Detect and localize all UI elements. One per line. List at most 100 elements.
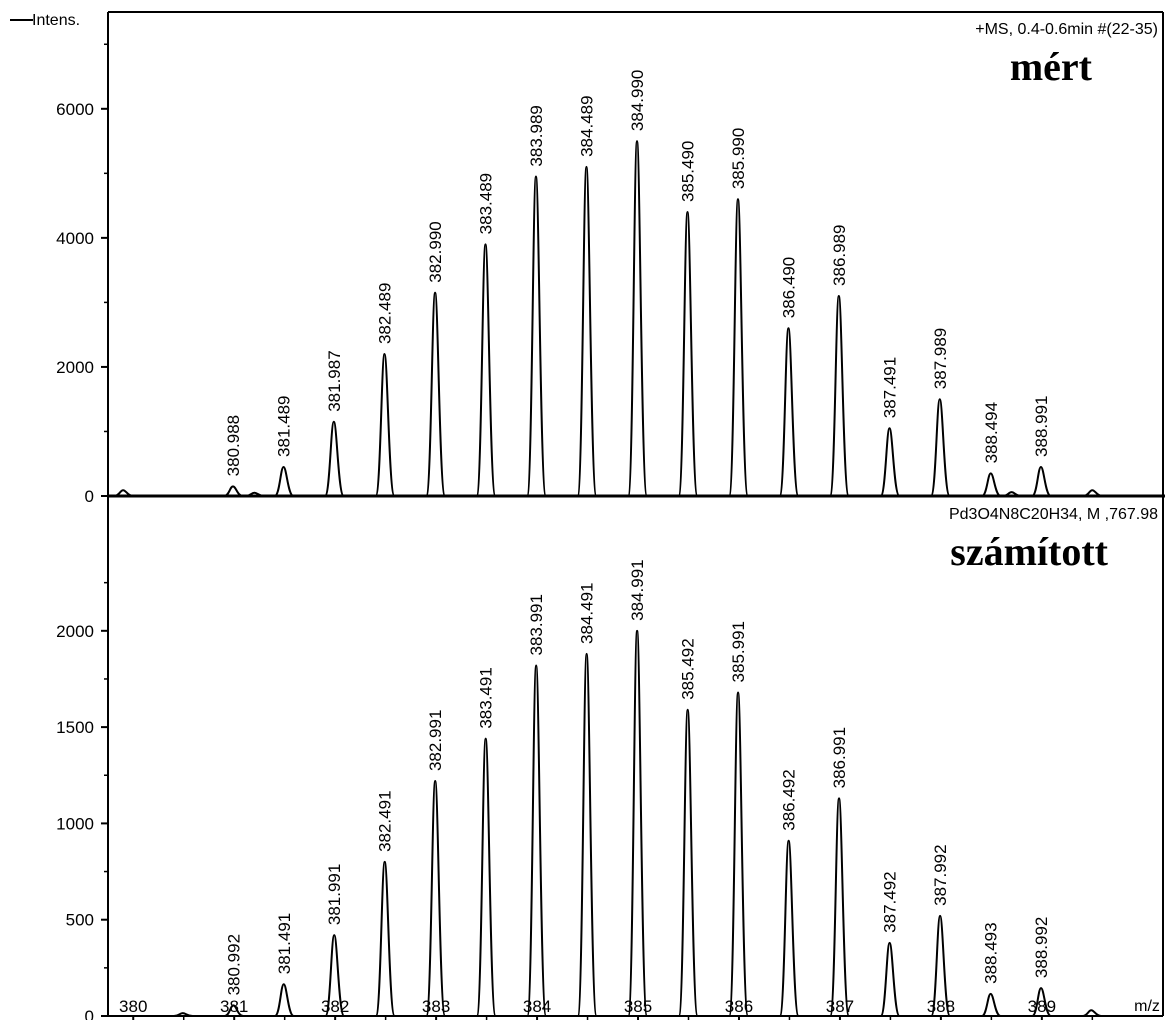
- calculated-peak-label: 384.991: [628, 559, 647, 620]
- calculated-peak: [475, 737, 497, 1017]
- measured-y-tick-label: 2000: [56, 358, 94, 377]
- measured-peak: [677, 211, 699, 497]
- x-tick-label: 380: [119, 997, 147, 1016]
- calculated-peak-label: 387.492: [881, 871, 900, 932]
- calculated-peak-label: 381.991: [325, 864, 344, 925]
- calculated-peak: [677, 708, 699, 1017]
- measured-minor-peak: [114, 489, 134, 497]
- measured-spectrum-panel: 0 2000 4000 6000 380.988 381.489 381.987 382.48…: [56, 43, 1163, 506]
- y-axis-label: Intens.: [32, 12, 80, 29]
- measured-peak: [425, 291, 446, 497]
- measured-peak: [374, 353, 396, 497]
- measured-peak: [627, 140, 648, 497]
- measured-peak-label: 384.489: [577, 95, 596, 156]
- measured-minor-peak: [245, 491, 265, 497]
- x-axis: 380 381 382 383 384 385 386 387 388 389: [119, 997, 1094, 1020]
- measured-peak-label: 387.989: [931, 328, 950, 389]
- measured-peak: [223, 485, 244, 497]
- calculated-peak: [829, 797, 850, 1017]
- measured-minor-peak: [1002, 491, 1022, 497]
- measured-peak: [576, 165, 598, 497]
- measured-peak-label: 386.989: [830, 224, 849, 285]
- calculated-peak-label: 382.491: [376, 790, 395, 851]
- measured-peak-label: 381.489: [275, 396, 294, 457]
- measured-peak: [324, 420, 345, 497]
- measured-peak-label: 383.989: [527, 105, 546, 166]
- measured-info-label: +MS, 0.4-0.6min #(22-35): [975, 21, 1158, 38]
- calculated-peak-label: 385.492: [679, 638, 698, 699]
- calculated-peak-label: 383.991: [527, 594, 546, 655]
- calculated-peak: [981, 992, 1002, 1017]
- measured-minor-peak: [1083, 489, 1103, 497]
- measured-y-tick-label: 0: [85, 487, 94, 506]
- calculated-peak: [224, 1004, 244, 1017]
- x-tick-label: 381: [220, 997, 248, 1016]
- calculated-y-tick-label: 1500: [56, 718, 94, 737]
- calculated-annotation: számított: [950, 529, 1108, 574]
- calculated-peak-label: 387.992: [931, 844, 950, 905]
- calculated-peak: [576, 652, 598, 1017]
- calculated-peak: [930, 914, 951, 1017]
- measured-peak-label: 388.494: [982, 402, 1001, 463]
- measured-peak-label: 387.491: [881, 357, 900, 418]
- measured-peak: [778, 327, 800, 497]
- measured-peak: [475, 243, 497, 497]
- measured-peak-label: 385.990: [729, 128, 748, 189]
- calculated-peak-label: 386.991: [830, 727, 849, 788]
- measured-peak: [879, 427, 901, 497]
- calculated-peak: [374, 860, 396, 1017]
- measured-peak: [728, 198, 749, 497]
- calculated-peak-label: 381.491: [275, 913, 294, 974]
- measured-annotation: mért: [1010, 44, 1093, 89]
- calculated-peak-label: 388.493: [982, 922, 1001, 983]
- calculated-y-tick-label: 2000: [56, 622, 94, 641]
- calculated-peak-label: 386.492: [780, 769, 799, 830]
- calculated-peak: [778, 839, 800, 1017]
- x-tick-label: 387: [826, 997, 854, 1016]
- x-tick-label: 385: [624, 997, 652, 1016]
- x-tick-label: 383: [422, 997, 450, 1016]
- measured-peak-label: 382.990: [426, 221, 445, 282]
- measured-y-tick-label: 6000: [56, 100, 94, 119]
- x-tick-label: 384: [523, 997, 551, 1016]
- calculated-peak-label: 383.491: [477, 667, 496, 728]
- calculated-peak: [324, 934, 346, 1017]
- x-tick-label: 382: [321, 997, 349, 1016]
- x-tick-label: 388: [927, 997, 955, 1016]
- calculated-peak: [273, 983, 295, 1017]
- calculated-peak: [1031, 987, 1052, 1017]
- measured-peak-label: 382.489: [376, 283, 395, 344]
- x-tick-label: 386: [725, 997, 753, 1016]
- measured-peak-label: 384.990: [628, 70, 647, 131]
- calculated-info-label: Pd3O4N8C20H34, M ,767.98: [949, 506, 1158, 523]
- measured-peak: [981, 472, 1002, 497]
- calculated-peak: [627, 629, 648, 1017]
- calculated-y-tick-label: 0: [85, 1007, 94, 1020]
- calculated-peak: [425, 780, 447, 1017]
- calculated-peak: [728, 691, 749, 1017]
- calculated-y-tick-label: 500: [66, 911, 94, 930]
- measured-peak-label: 385.490: [678, 141, 697, 202]
- measured-peak: [274, 465, 295, 497]
- x-axis-label: m/z: [1134, 998, 1160, 1015]
- calculated-minor-peak: [173, 1012, 193, 1017]
- x-tick-label: 389: [1028, 997, 1056, 1016]
- calculated-peak-label: 388.992: [1032, 917, 1051, 978]
- calculated-peak-label: 382.991: [426, 710, 445, 771]
- calculated-peak-label: 385.991: [729, 621, 748, 682]
- measured-peak: [526, 175, 547, 497]
- measured-peak: [929, 398, 951, 497]
- calculated-peak: [526, 664, 548, 1017]
- measured-peak: [829, 294, 850, 497]
- measured-peak-label: 383.489: [476, 173, 495, 234]
- calculated-minor-peak: [1082, 1009, 1102, 1017]
- calculated-peak: [879, 941, 901, 1017]
- measured-peak-label: 388.991: [1032, 396, 1051, 457]
- calculated-peak-label: 380.992: [224, 934, 243, 995]
- measured-peak-label: 380.988: [224, 415, 243, 476]
- calculated-peak-label: 384.491: [578, 582, 597, 643]
- calculated-spectrum-panel: 0 500 1000 1500 2000 380.992 381.491 381.991 382…: [56, 559, 1163, 1020]
- measured-peak-label: 381.987: [325, 350, 344, 411]
- measured-peak: [1031, 465, 1052, 497]
